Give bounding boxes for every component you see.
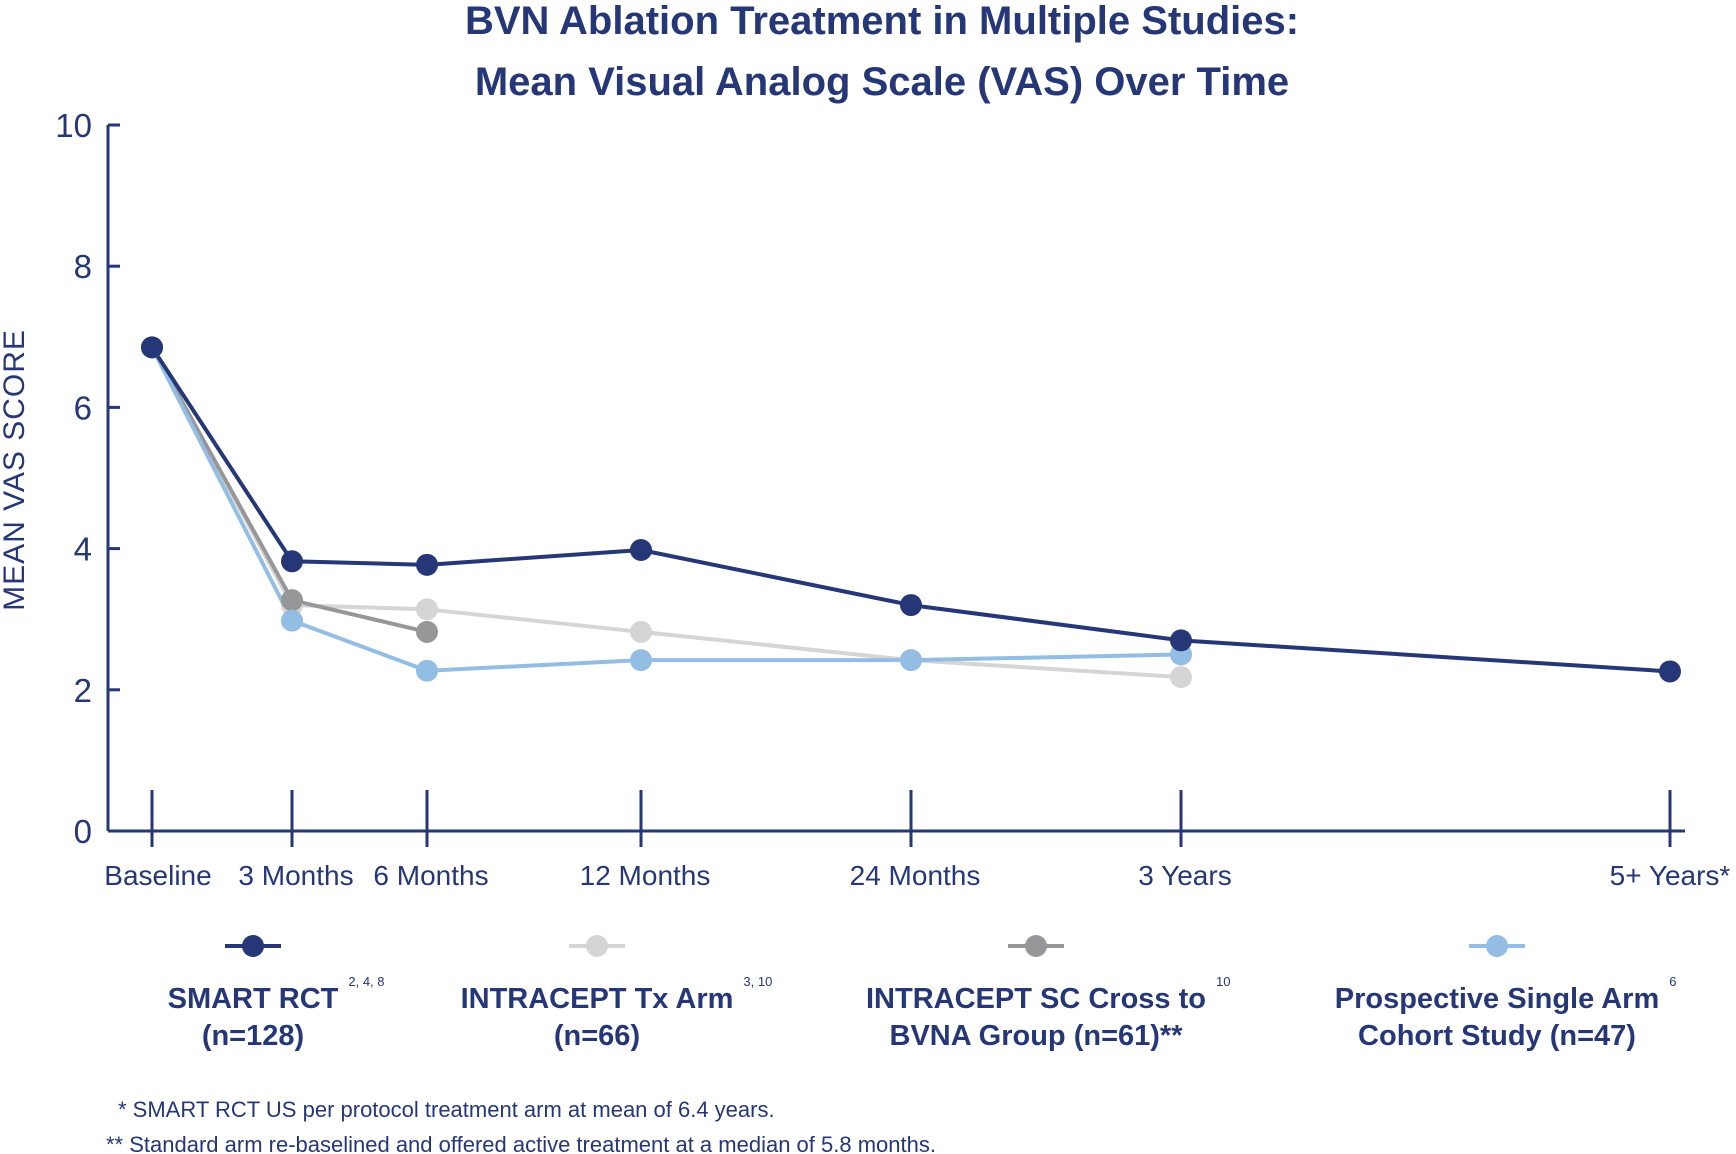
- x-tick-label: 12 Months: [580, 860, 711, 891]
- x-tick-label: 6 Months: [373, 860, 488, 891]
- legend-marker: [1025, 935, 1047, 957]
- series-line: [150, 346, 428, 634]
- legend-label-line-2: BVNA Group (n=61)**: [890, 1020, 1184, 1052]
- y-tick-label: 2: [74, 672, 92, 709]
- footnote-1: * SMART RCT US per protocol treatment ar…: [118, 1097, 775, 1122]
- legend-item: INTRACEPT SC Cross to BVNA Group (n=61)**…: [866, 935, 1230, 1052]
- x-tick-label: 3 Years: [1138, 860, 1231, 891]
- legend-superscript: 2, 4, 8: [348, 974, 384, 989]
- legend-superscript: 3, 10: [743, 974, 772, 989]
- footnote-2: ** Standard arm re-baselined and offered…: [106, 1132, 936, 1154]
- data-point: [416, 620, 438, 643]
- legend-item: SMART RCT (n=128) 2, 4, 8: [168, 935, 385, 1052]
- legend-label-line-2: (n=66): [554, 1020, 640, 1052]
- x-tick-label: 3 Months: [238, 860, 353, 891]
- series-points: [141, 336, 1681, 689]
- data-point: [281, 589, 303, 612]
- legend-label-line-2: Cohort Study (n=47): [1358, 1020, 1636, 1052]
- data-point: [1170, 629, 1192, 652]
- data-point: [416, 553, 438, 576]
- y-tick-label: 0: [74, 813, 92, 850]
- x-tick-label: 5+ Years*: [1610, 860, 1731, 891]
- legend-item: INTRACEPT Tx Arm (n=66) 3, 10: [461, 935, 772, 1052]
- data-point: [630, 620, 652, 643]
- data-point: [630, 539, 652, 562]
- footnotes: * SMART RCT US per protocol treatment ar…: [106, 1097, 936, 1154]
- legend-label-line-1: INTRACEPT SC Cross to: [866, 983, 1206, 1015]
- chart-title-line-1: BVN Ablation Treatment in Multiple Studi…: [465, 0, 1299, 43]
- data-point: [141, 336, 163, 359]
- legend-marker: [586, 935, 608, 957]
- y-tick-label: 8: [74, 248, 92, 285]
- y-axis-ticks: 0 2 4 6 8 10: [55, 107, 120, 850]
- data-point: [281, 550, 303, 573]
- series-lines: [150, 346, 1671, 680]
- x-tick-label: Baseline: [104, 860, 211, 891]
- y-tick-label: 4: [74, 531, 92, 568]
- chart-title-line-2: Mean Visual Analog Scale (VAS) Over Time: [475, 60, 1289, 104]
- legend-marker: [1486, 935, 1508, 957]
- legend-item: Prospective Single Arm Cohort Study (n=47…: [1335, 935, 1676, 1052]
- legend-superscript: 6: [1669, 974, 1676, 989]
- legend-label-line-1: Prospective Single Arm: [1335, 983, 1659, 1015]
- legend-label-line-1: SMART RCT: [168, 983, 339, 1015]
- y-tick-label: 6: [74, 389, 92, 426]
- data-point: [416, 659, 438, 682]
- y-axis-label: MEAN VAS SCORE: [0, 329, 31, 611]
- y-tick-label: 10: [55, 107, 92, 144]
- legend-label-line-2: (n=128): [202, 1020, 304, 1052]
- legend-marker: [242, 935, 264, 957]
- axes: [106, 125, 1685, 833]
- data-point: [1170, 666, 1192, 689]
- x-axis-ticks: Baseline 3 Months 6 Months 12 Months 24 Mont…: [104, 790, 1730, 891]
- data-point: [900, 649, 922, 672]
- legend-label-line-1: INTRACEPT Tx Arm: [461, 983, 734, 1015]
- legend-superscript: 10: [1216, 974, 1230, 989]
- data-point: [281, 609, 303, 632]
- series-line: [150, 346, 1182, 673]
- legend: SMART RCT (n=128) 2, 4, 8 INTRACEPT Tx Arm (…: [168, 935, 1676, 1052]
- data-point: [900, 594, 922, 617]
- series-line: [150, 346, 1671, 674]
- chart-title: BVN Ablation Treatment in Multiple Studi…: [465, 0, 1299, 104]
- data-point: [630, 649, 652, 672]
- data-point: [1659, 660, 1681, 683]
- data-point: [416, 598, 438, 621]
- x-tick-label: 24 Months: [850, 860, 981, 891]
